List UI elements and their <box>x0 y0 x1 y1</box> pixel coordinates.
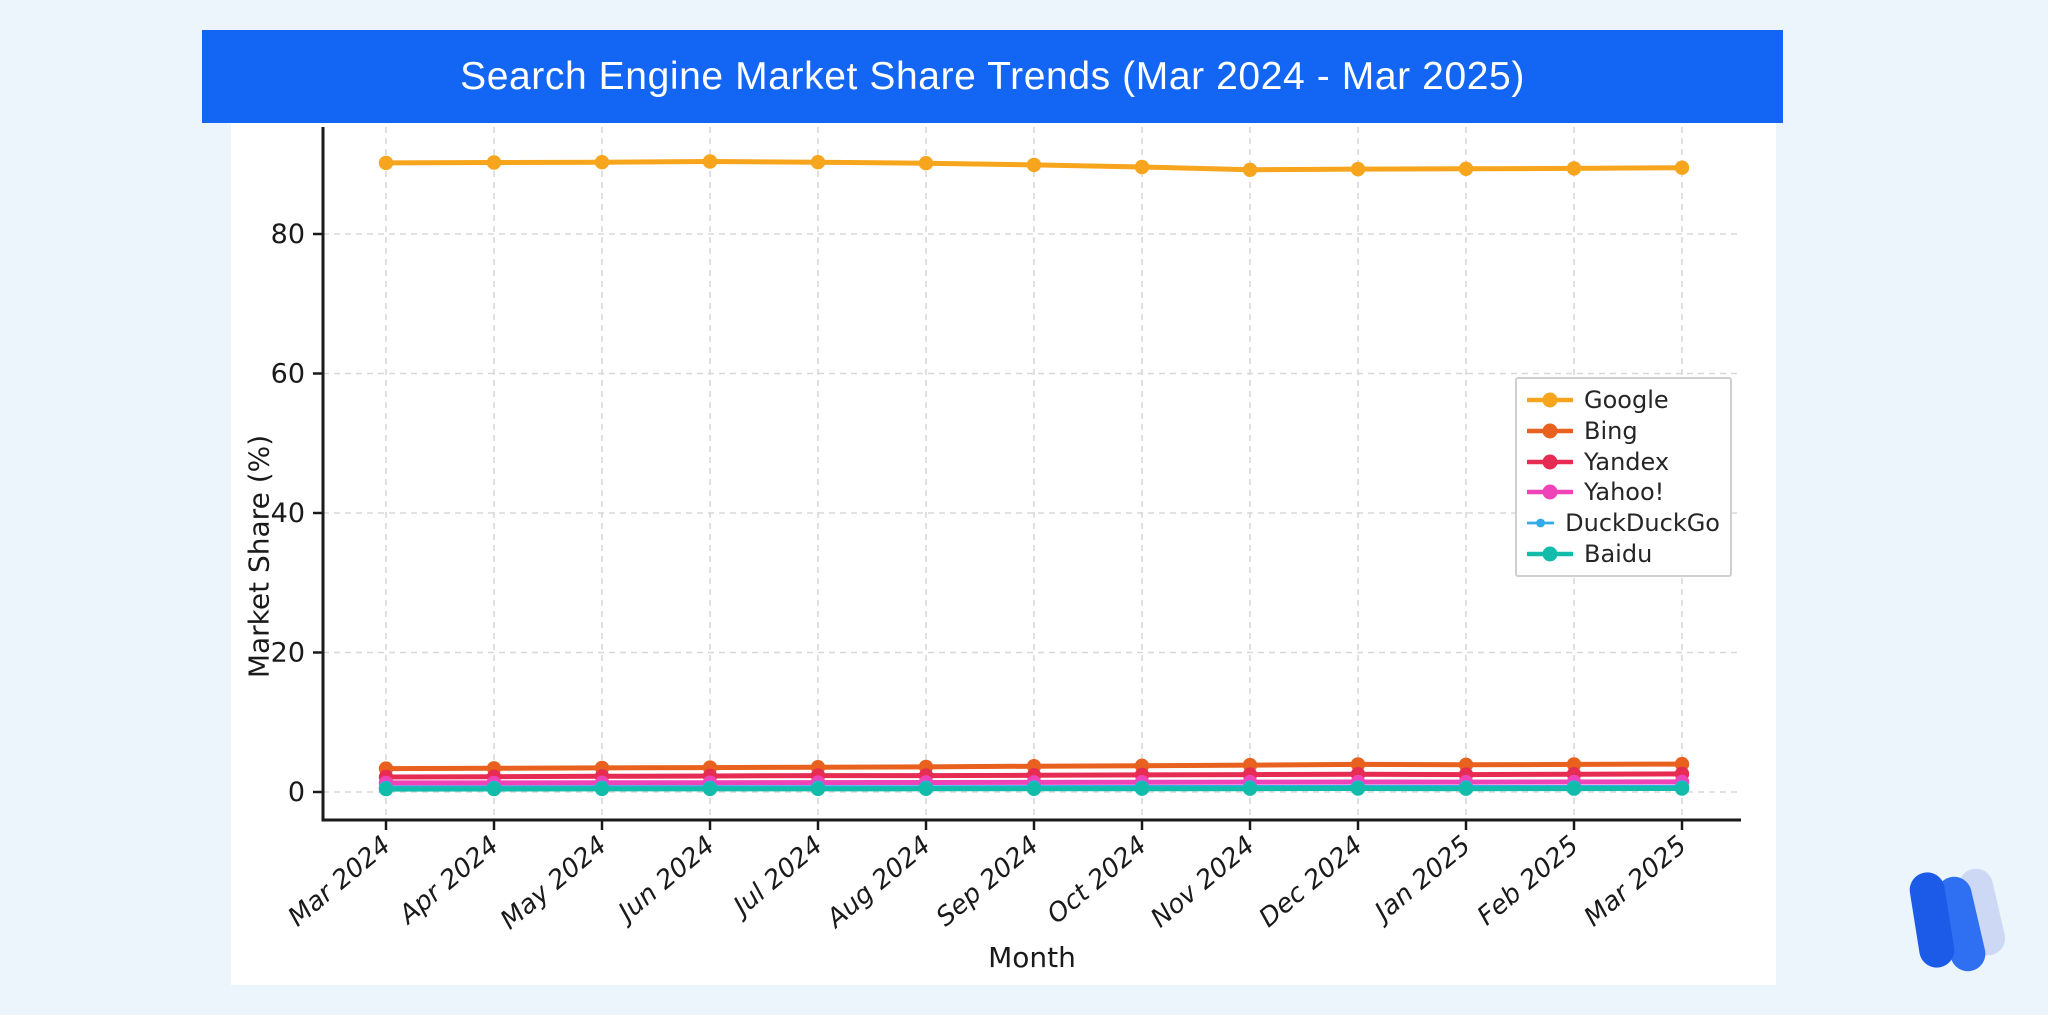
legend-label: Google <box>1584 386 1669 414</box>
y-tick-label: 0 <box>288 777 305 808</box>
x-tick-label: Sep 2024 <box>931 830 1045 932</box>
y-tick-label: 60 <box>271 359 305 390</box>
y-tick-label: 20 <box>271 638 305 669</box>
legend-marker-icon <box>1527 423 1573 439</box>
legend-marker-icon <box>1527 546 1573 562</box>
legend-label: Yandex <box>1584 448 1669 476</box>
x-tick-label: Nov 2024 <box>1145 830 1260 933</box>
title-banner: Search Engine Market Share Trends (Mar 2… <box>202 30 1783 123</box>
legend-item: Bing <box>1527 417 1720 445</box>
page: { "header": { "title": "Search Engine Ma… <box>0 0 2048 1015</box>
x-tick-label: Dec 2024 <box>1254 830 1369 933</box>
legend-marker-icon <box>1527 484 1573 500</box>
x-tick-label: Apr 2024 <box>392 830 504 931</box>
y-tick-label: 40 <box>271 498 305 529</box>
x-axis-title: Month <box>832 941 1232 974</box>
legend-item: DuckDuckGo <box>1527 509 1720 537</box>
legend-item: Yahoo! <box>1527 478 1720 506</box>
brand-logo <box>1898 862 2016 982</box>
x-tick-label: Jan 2025 <box>1366 830 1477 930</box>
x-tick-label: Mar 2024 <box>283 830 397 932</box>
legend-marker-icon <box>1527 392 1573 408</box>
x-tick-label: May 2024 <box>495 830 612 935</box>
logo-mark-icon <box>1898 862 2016 982</box>
legend-label: Baidu <box>1584 540 1652 568</box>
chart-legend: Google Bing YandexYahoo! DuckDuckGo Baidu <box>1515 377 1732 577</box>
legend-marker-icon <box>1527 454 1573 470</box>
page-title: Search Engine Market Share Trends (Mar 2… <box>460 55 1525 99</box>
legend-item: Yandex <box>1527 448 1720 476</box>
axis-ticks: 0 20 40 60 80 Mar 2024Apr 2024May 2024Jun 202… <box>271 219 1693 936</box>
legend-label: Bing <box>1584 417 1638 445</box>
legend-item: Baidu <box>1527 540 1720 568</box>
x-tick-label: Jun 2024 <box>609 830 720 930</box>
legend-label: DuckDuckGo <box>1565 509 1720 537</box>
legend-marker-icon <box>1527 515 1554 531</box>
x-tick-label: Feb 2025 <box>1472 830 1585 931</box>
x-tick-label: Oct 2024 <box>1042 830 1153 930</box>
legend-item: Google <box>1527 386 1720 414</box>
x-tick-label: Aug 2024 <box>820 830 937 935</box>
y-axis-title: Market Share (%) <box>243 407 276 707</box>
y-tick-label: 80 <box>271 219 305 250</box>
x-tick-label: Mar 2025 <box>1579 830 1693 932</box>
x-gridlines <box>386 127 1682 820</box>
legend-label: Yahoo! <box>1584 478 1664 506</box>
x-tick-label: Jul 2024 <box>724 830 828 924</box>
